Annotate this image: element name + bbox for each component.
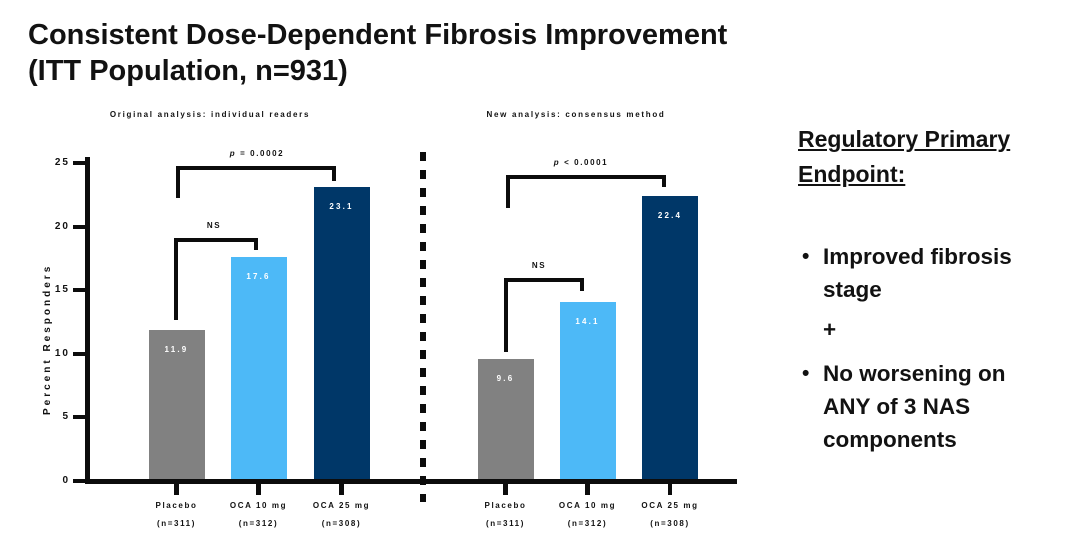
bar-value-label: 14.1 [575,316,600,326]
significance-bracket-bar [504,278,584,282]
category-n-count: (n=308) [650,519,690,528]
bar-oca-10-mg [230,257,287,481]
bar-oca-25-mg [313,187,370,481]
significance-bracket-leg [254,238,258,250]
category-label-placebo: Placebo (n=311) [451,501,561,528]
bullet-improved-fibrosis: Improved fibrosis stage [798,240,1050,306]
bullet-no-worsening: No worsening on ANY of 3 NAS components [798,357,1050,456]
chart-subtitle: Original analysis: individual readers [109,110,311,119]
category-label-placebo: Placebo (n=311) [122,501,232,528]
significance-bracket-bar [506,175,666,179]
bar-value-label: 11.9 [164,344,189,354]
significance-bracket-leg [506,175,510,208]
bar-placebo [148,329,205,481]
significance-label: NS [531,261,547,270]
significance-bracket-leg [580,278,584,291]
y-tick-label: 20 [54,220,70,232]
x-tick-mark [585,481,590,495]
regulatory-endpoint-panel: Regulatory Primary Endpoint: Improved fi… [798,122,1050,456]
x-axis-line [85,479,737,484]
chart-divider [420,152,426,502]
category-n-count: (n=311) [486,519,525,528]
bar-oca-10-mg [559,301,616,481]
significance-bracket-leg [174,238,178,320]
bar-placebo [477,358,534,481]
bar-value-label: 17.6 [246,272,271,282]
bar-value-label: 23.1 [329,202,354,212]
significance-label: p = 0.0002 [229,149,285,158]
y-axis-line [85,157,90,484]
y-tick-mark [73,415,86,420]
panel-bullet-list: Improved fibrosis stage + No worsening o… [798,240,1050,456]
y-tick-label: 15 [54,284,70,296]
category-label-oca-25-mg: OCA 25 mg (n=308) [287,501,397,528]
significance-bracket-leg [504,278,508,352]
x-tick-mark [256,481,261,495]
category-name: Placebo [484,501,527,510]
y-tick-mark [73,161,86,165]
category-name: Placebo [155,501,198,510]
page-title-line2: (ITT Population, n=931) [28,55,348,87]
page-title: Consistent Dose-Dependent Fibrosis Impro… [28,17,727,89]
y-tick-mark [73,351,86,356]
significance-bracket-bar [174,238,258,242]
y-tick-label: 0 [62,475,70,486]
category-n-count: (n=312) [238,519,279,528]
y-tick-label: 10 [54,347,70,359]
chart-subtitle: New analysis: consensus method [486,110,666,119]
x-tick-mark [503,481,508,495]
bar-value-label: 9.6 [496,373,515,383]
category-name: OCA 10 mg [229,501,288,510]
category-name: OCA 25 mg [641,501,699,510]
significance-bracket-leg [176,166,180,198]
significance-label: NS [206,221,222,230]
y-tick-mark [73,288,86,293]
y-tick-label: 25 [54,157,70,168]
x-tick-mark [174,481,179,495]
panel-heading: Regulatory Primary Endpoint: [798,126,1011,187]
significance-bracket-bar [176,166,336,170]
y-tick-mark [73,224,86,229]
x-tick-mark [339,481,344,495]
bar-value-label: 22.4 [657,211,683,221]
significance-bracket-leg [332,166,336,181]
category-label-oca-25-mg: OCA 25 mg (n=308) [615,501,725,528]
y-tick-label: 5 [62,411,70,423]
significance-bracket-leg [662,175,666,187]
category-name: OCA 10 mg [558,501,617,510]
page-title-line1: Consistent Dose-Dependent Fibrosis Impro… [28,19,728,51]
significance-label: p < 0.0001 [553,158,609,167]
category-n-count: (n=311) [157,519,196,528]
x-tick-mark [667,481,673,495]
category-label-oca-10-mg: OCA 10 mg (n=312) [204,501,314,528]
category-label-oca-10-mg: OCA 10 mg (n=312) [533,501,643,528]
y-axis-label: Percent Responders [42,263,53,415]
category-name: OCA 25 mg [312,501,371,510]
y-tick-mark [73,479,86,483]
bar-oca-25-mg [642,196,698,481]
category-n-count: (n=312) [567,519,608,528]
plus-connector: + [823,317,837,342]
category-n-count: (n=308) [321,519,362,528]
